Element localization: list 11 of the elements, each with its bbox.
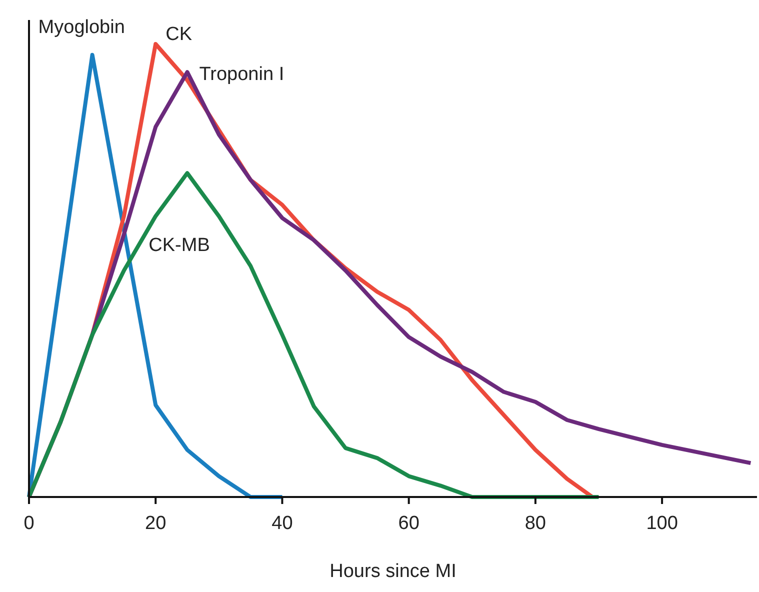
series-label: Troponin I [199, 64, 284, 86]
x-tick-label: 20 [145, 513, 166, 534]
series-label: CK-MB [148, 235, 210, 256]
series-label: Myoglobin [38, 16, 125, 38]
x-tick-label: 0 [24, 513, 34, 534]
x-tick-label: 60 [398, 513, 420, 534]
x-tick-label: 100 [646, 513, 678, 534]
x-tick-label: 80 [524, 513, 546, 534]
series-label: CK [166, 24, 192, 45]
x-tick-label: 40 [272, 513, 293, 534]
x-axis-title: Hours since MI [330, 561, 456, 582]
